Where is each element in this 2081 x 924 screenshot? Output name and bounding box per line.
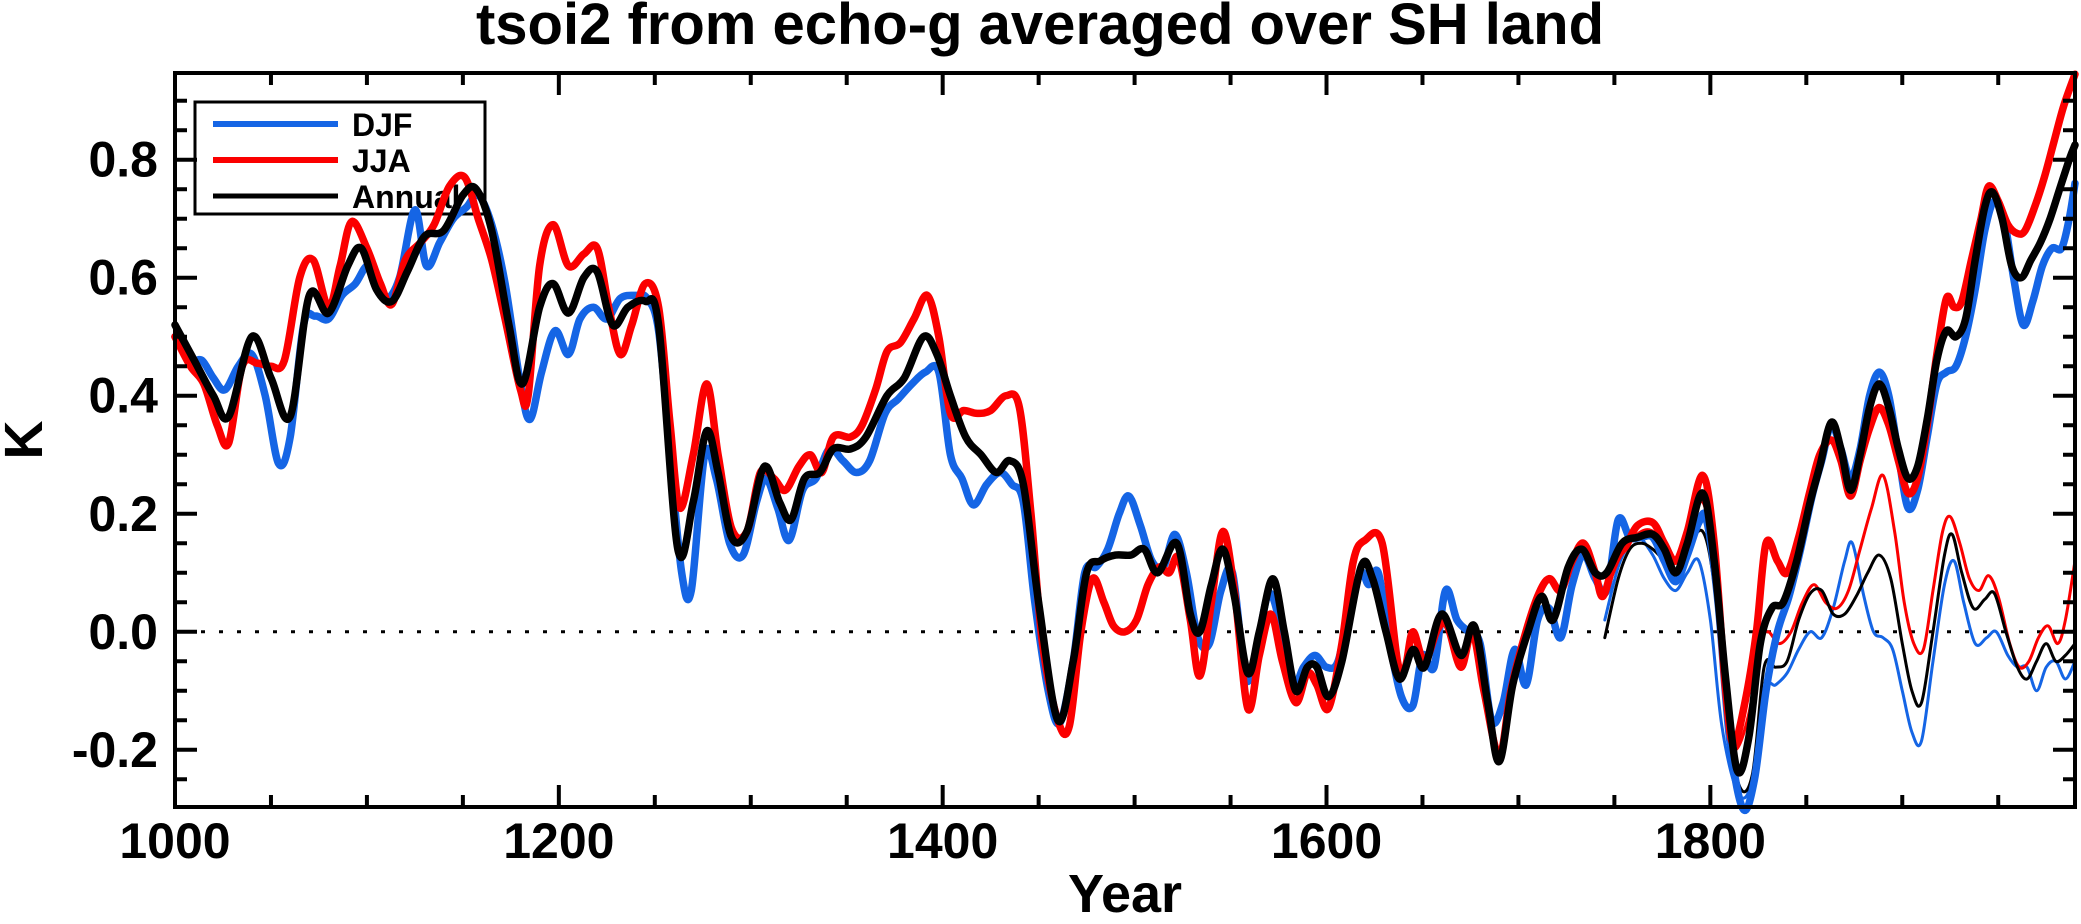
y-tick-label: 0.2 (88, 486, 158, 542)
plot-frame (173, 71, 2077, 809)
y-axis-title: K (0, 421, 54, 460)
y-tick-label: 0.6 (88, 250, 158, 306)
legend-label-jja: JJA (352, 143, 411, 179)
x-axis-title: Year (1068, 864, 1182, 924)
y-tick-label: 0.8 (88, 132, 158, 188)
x-tick-label: 1200 (503, 813, 614, 869)
series-line-djf-thin (1603, 535, 2077, 800)
x-tick-label: 1000 (119, 813, 230, 869)
series-lines (171, 70, 2079, 815)
legend: DJF JJA Annual (193, 100, 487, 216)
series-line-djf (171, 179, 2079, 815)
series-line-annual (171, 141, 2079, 777)
x-tick-label: 1600 (1271, 813, 1382, 869)
y-tick-label: -0.2 (72, 722, 158, 778)
x-tick-label: 1400 (887, 813, 998, 869)
x-tick-label: 1800 (1655, 813, 1766, 869)
y-tick-label: 0.0 (88, 604, 158, 660)
series-line-jja-thin (1603, 473, 2077, 752)
chart-title: tsoi2 from echo-g averaged over SH land (476, 0, 1604, 57)
legend-label-djf: DJF (352, 107, 412, 143)
y-tick-label: 0.4 (88, 368, 158, 424)
